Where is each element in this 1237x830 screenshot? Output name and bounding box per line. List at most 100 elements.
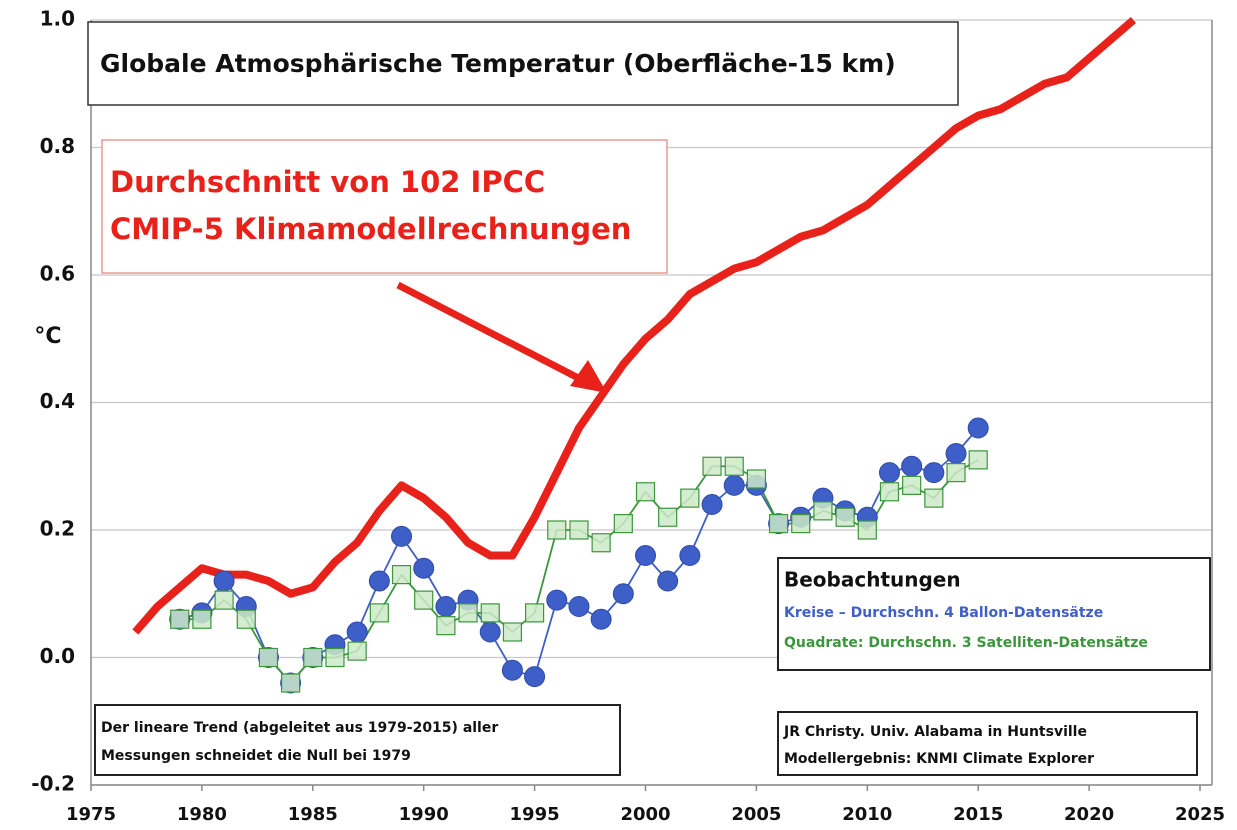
y-tick-label: -0.2 xyxy=(31,772,75,796)
y-tick-label: 0.8 xyxy=(40,134,75,158)
data-point xyxy=(480,603,500,623)
data-point xyxy=(878,462,900,484)
data-point xyxy=(612,583,634,605)
data-point xyxy=(458,603,478,623)
data-point xyxy=(436,616,456,636)
data-point xyxy=(347,641,367,661)
arrow xyxy=(396,281,590,387)
note: Der lineare Trend (abgeleitet aus 1979-2… xyxy=(101,720,498,736)
series-line xyxy=(132,16,1137,635)
x-tick-label: 1980 xyxy=(177,804,227,825)
data-point xyxy=(524,666,546,688)
model-label-box xyxy=(101,139,668,274)
x-tick-label: 1990 xyxy=(399,804,449,825)
data-point xyxy=(569,520,589,540)
x-tick-label: 2000 xyxy=(620,804,670,825)
data-point xyxy=(857,520,877,540)
credit: JR Christy. Univ. Alabama in Huntsville xyxy=(783,724,1087,740)
model-label: Durchschnitt von 102 IPCC xyxy=(110,165,545,199)
data-point xyxy=(902,475,922,495)
x-tick-label: 2015 xyxy=(953,804,1003,825)
data-point xyxy=(502,622,523,642)
data-point xyxy=(391,525,413,547)
data-point xyxy=(214,590,234,610)
data-point xyxy=(635,545,656,566)
legend-entry: Kreise – Durchschn. 4 Ballon-Datensätze xyxy=(784,605,1103,621)
data-point xyxy=(701,494,723,515)
data-point xyxy=(591,533,611,553)
credit: Modellergebnis: KNMI Climate Explorer xyxy=(784,751,1094,767)
y-tick-label: 1.0 xyxy=(40,7,75,31)
data-point xyxy=(813,501,833,521)
data-point xyxy=(967,417,989,439)
data-point xyxy=(613,514,633,534)
data-point xyxy=(303,647,323,668)
data-point xyxy=(768,514,789,534)
y-tick-label: 0.4 xyxy=(40,389,75,413)
data-point xyxy=(635,482,656,502)
data-point xyxy=(524,603,545,623)
data-point xyxy=(657,570,679,592)
title-box xyxy=(87,21,959,106)
data-point xyxy=(679,545,701,566)
x-tick-label: 1985 xyxy=(288,804,338,825)
legend xyxy=(777,557,1211,671)
y-tick-label: 0.0 xyxy=(40,644,75,668)
data-point xyxy=(281,673,301,693)
data-point xyxy=(414,590,434,610)
data-point xyxy=(945,443,967,464)
data-point xyxy=(547,520,567,540)
x-tick-label: 1995 xyxy=(510,804,560,825)
data-point xyxy=(835,507,855,527)
note: Messungen schneidet die Null bei 1979 xyxy=(101,748,411,764)
data-point xyxy=(724,456,744,476)
data-point xyxy=(901,455,923,477)
legend-title: Beobachtungen xyxy=(784,568,961,592)
data-point xyxy=(879,482,900,502)
data-point xyxy=(501,659,523,681)
data-point xyxy=(946,463,966,483)
data-point xyxy=(923,462,945,484)
data-point xyxy=(680,488,700,508)
credit-box xyxy=(777,711,1198,776)
x-tick-label: 2005 xyxy=(731,804,781,825)
data-point xyxy=(702,456,722,476)
data-point xyxy=(546,589,568,611)
data-point xyxy=(791,514,811,534)
data-point xyxy=(568,596,590,617)
data-point xyxy=(435,596,457,617)
data-point xyxy=(658,507,678,527)
x-tick-label: 1975 xyxy=(66,804,116,825)
y-axis-label: °C xyxy=(34,324,61,349)
data-point xyxy=(479,621,501,643)
x-tick-label: 2020 xyxy=(1064,804,1114,825)
model-label: CMIP-5 Klimamodellrechnungen xyxy=(110,212,631,246)
data-point xyxy=(325,647,345,668)
data-point xyxy=(413,557,435,579)
legend-entry: Quadrate: Durchschn. 3 Satelliten-Datens… xyxy=(784,635,1148,651)
data-point xyxy=(968,450,988,470)
data-point xyxy=(346,621,368,643)
data-point xyxy=(192,609,212,629)
x-tick-label: 2025 xyxy=(1175,804,1225,825)
y-tick-label: 0.6 xyxy=(40,262,75,286)
data-point xyxy=(369,603,389,623)
data-point xyxy=(258,647,279,668)
arrow-head xyxy=(570,360,607,393)
data-point xyxy=(236,609,256,629)
data-point xyxy=(170,609,190,629)
data-point xyxy=(391,565,412,585)
y-tick-label: 0.2 xyxy=(40,517,75,541)
data-point xyxy=(590,608,612,630)
data-point xyxy=(368,570,390,592)
data-point xyxy=(746,469,767,489)
note-box xyxy=(94,704,621,776)
x-tick-label: 2010 xyxy=(842,804,892,825)
chart-title: Globale Atmosphärische Temperatur (Oberf… xyxy=(100,49,896,78)
series-group xyxy=(132,16,1137,694)
data-point xyxy=(924,488,944,508)
data-point xyxy=(213,570,235,592)
data-point xyxy=(723,474,745,496)
